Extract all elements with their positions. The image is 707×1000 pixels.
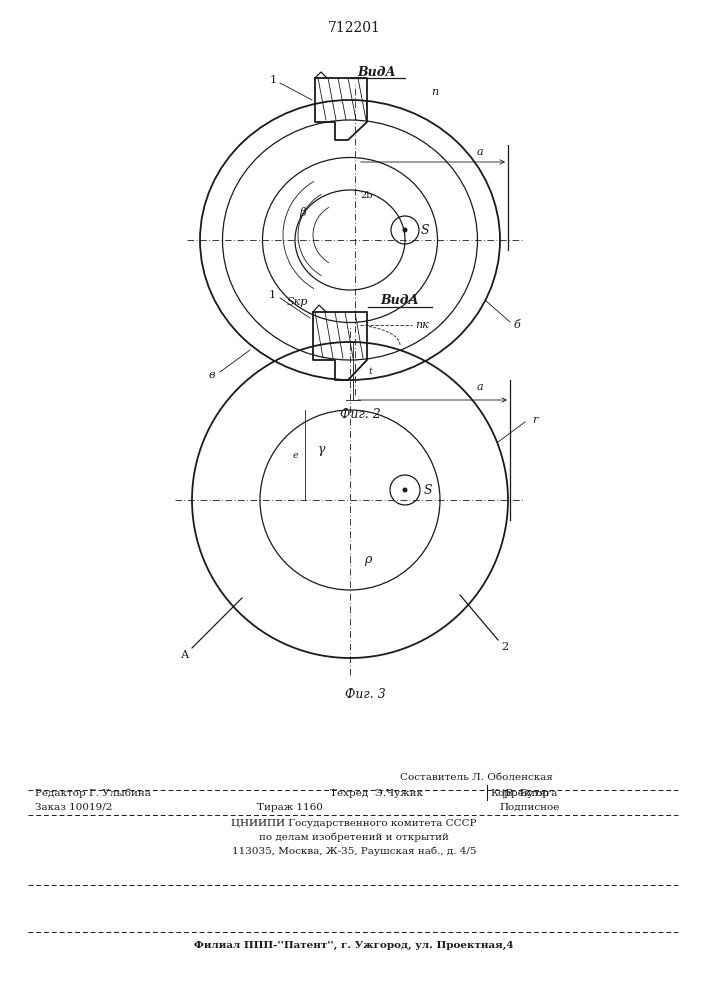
Text: а: а (477, 147, 484, 157)
Text: в: в (209, 370, 215, 380)
Text: r: r (532, 415, 538, 425)
Text: 2: 2 (501, 642, 508, 652)
Text: Тираж 1160: Тираж 1160 (257, 802, 323, 812)
Text: S: S (423, 484, 432, 496)
Text: ρ: ρ (364, 554, 372, 566)
Text: Подписное: Подписное (500, 802, 560, 812)
Text: Фиг. 2: Фиг. 2 (339, 408, 380, 422)
Text: ЦНИИПИ Государственного комитета СССР: ЦНИИПИ Государственного комитета СССР (231, 818, 477, 828)
Text: ВидА: ВидА (380, 294, 419, 306)
Text: Техред  Э.Чужик: Техред Э.Чужик (330, 788, 423, 798)
Text: по делам изобретений и открытий: по делам изобретений и открытий (259, 832, 449, 842)
Text: п: п (431, 87, 438, 97)
Text: Составитель Л. Оболенская: Составитель Л. Оболенская (400, 774, 553, 782)
Text: 1: 1 (269, 75, 276, 85)
Circle shape (402, 228, 407, 232)
Text: Редактор Г. Улыбина: Редактор Г. Улыбина (35, 788, 151, 798)
Text: β: β (300, 207, 306, 218)
Text: 712201: 712201 (327, 21, 380, 35)
Text: А: А (181, 650, 189, 660)
Text: |В. Бутяга: |В. Бутяга (502, 788, 557, 798)
Circle shape (402, 488, 407, 492)
Text: Корректор: Корректор (490, 788, 549, 798)
Text: S: S (421, 224, 429, 236)
Text: t: t (368, 367, 372, 376)
Text: б: б (513, 320, 520, 330)
Text: Заказ 10019/2: Заказ 10019/2 (35, 802, 112, 812)
Text: пк: пк (415, 320, 429, 330)
Text: 1: 1 (269, 290, 276, 300)
Text: Филиал ППП-''Патент'', г. Ужгород, ул. Проектная,4: Филиал ППП-''Патент'', г. Ужгород, ул. П… (194, 940, 514, 950)
Text: а: а (477, 382, 484, 392)
Text: ВидА: ВидА (358, 66, 397, 79)
Text: Sкр: Sкр (286, 297, 308, 307)
Text: 2b: 2b (361, 190, 373, 200)
Text: 113035, Москва, Ж-35, Раушская наб., д. 4/5: 113035, Москва, Ж-35, Раушская наб., д. … (232, 846, 477, 856)
Text: Фиг. 3: Фиг. 3 (344, 688, 385, 702)
Text: е: е (292, 450, 298, 460)
Text: γ: γ (318, 444, 326, 456)
